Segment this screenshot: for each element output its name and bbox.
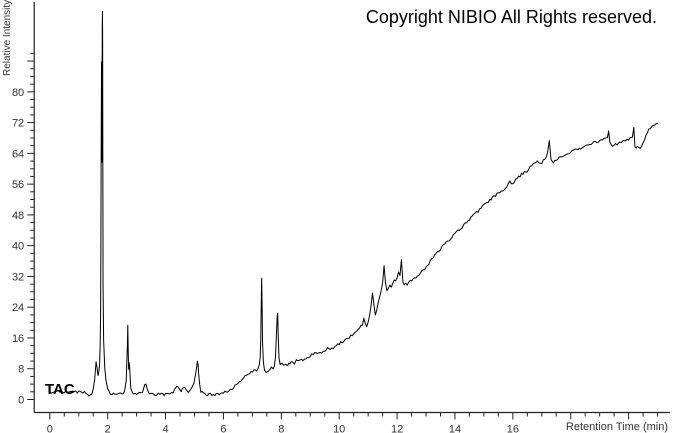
svg-text:48: 48 bbox=[12, 210, 24, 222]
svg-text:40: 40 bbox=[12, 241, 24, 253]
svg-text:0: 0 bbox=[47, 424, 53, 433]
svg-text:72: 72 bbox=[12, 118, 24, 130]
svg-text:2: 2 bbox=[105, 424, 111, 433]
svg-text:56: 56 bbox=[12, 179, 24, 191]
svg-text:Copyright NIBIO All Rights res: Copyright NIBIO All Rights reserved. bbox=[366, 7, 657, 27]
svg-text:12: 12 bbox=[391, 424, 403, 433]
svg-text:Relative Intensity: Relative Intensity bbox=[2, 0, 13, 76]
svg-text:8: 8 bbox=[18, 364, 24, 376]
svg-text:10: 10 bbox=[333, 424, 345, 433]
svg-text:TAC: TAC bbox=[45, 381, 75, 398]
svg-text:32: 32 bbox=[12, 271, 24, 283]
svg-text:0: 0 bbox=[18, 395, 24, 407]
svg-text:80: 80 bbox=[12, 87, 24, 99]
svg-text:16: 16 bbox=[12, 333, 24, 345]
svg-text:8: 8 bbox=[278, 424, 284, 433]
svg-text:64: 64 bbox=[12, 148, 24, 160]
svg-text:Retention Time (min): Retention Time (min) bbox=[566, 421, 668, 433]
svg-text:6: 6 bbox=[220, 424, 226, 433]
svg-text:4: 4 bbox=[162, 424, 168, 433]
svg-text:14: 14 bbox=[449, 424, 461, 433]
svg-text:16: 16 bbox=[507, 424, 519, 433]
svg-text:24: 24 bbox=[12, 302, 24, 314]
